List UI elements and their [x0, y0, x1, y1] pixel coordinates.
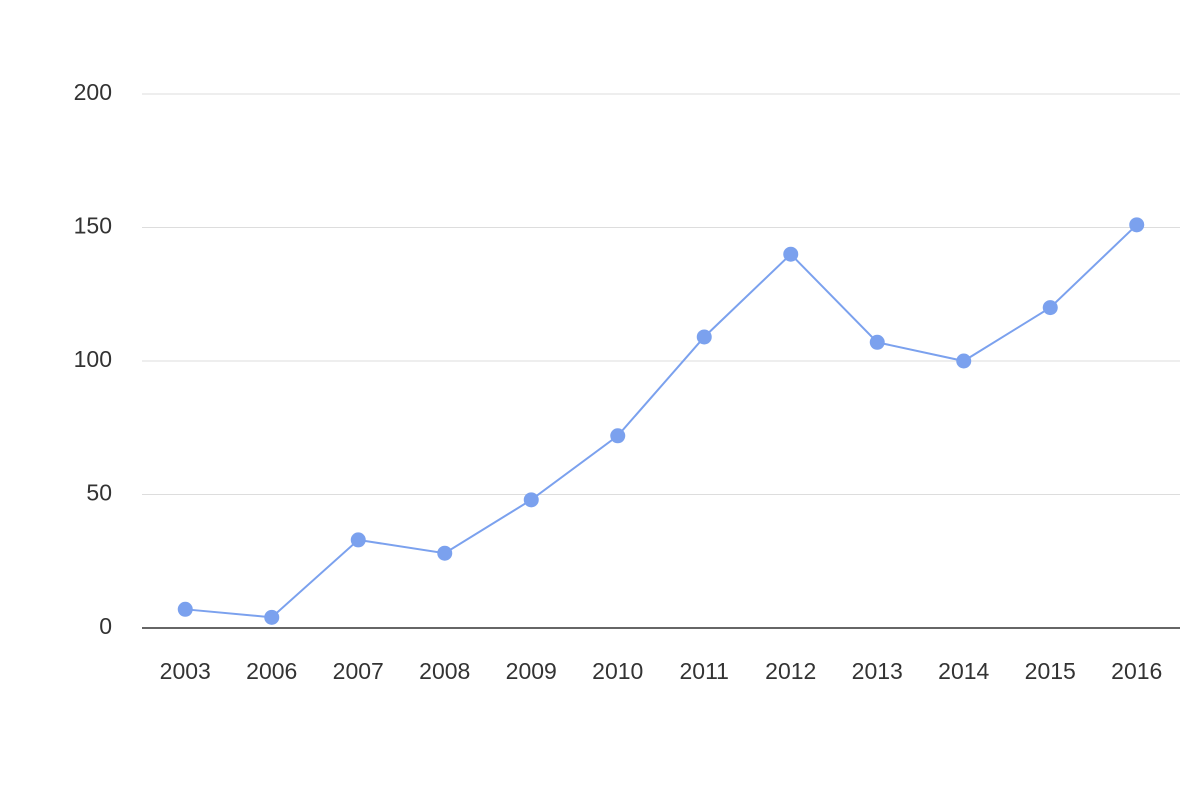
- x-tick-label: 2012: [765, 658, 816, 684]
- data-point: [350, 532, 366, 548]
- x-tick-label: 2010: [592, 658, 643, 684]
- data-point: [1042, 300, 1058, 316]
- y-tick-label: 100: [74, 346, 112, 372]
- data-point: [956, 353, 972, 369]
- y-tick-label: 150: [74, 213, 112, 239]
- data-point: [264, 609, 280, 625]
- y-tick-label: 50: [86, 480, 112, 506]
- x-tick-label: 2006: [246, 658, 297, 684]
- data-point: [177, 601, 193, 617]
- data-point: [437, 545, 453, 561]
- data-point: [869, 334, 885, 350]
- x-tick-label: 2007: [333, 658, 384, 684]
- x-tick-label: 2011: [680, 658, 729, 684]
- x-tick-label: 2013: [852, 658, 903, 684]
- y-tick-label: 200: [74, 79, 112, 105]
- series-line: [185, 224, 1138, 619]
- data-point: [783, 246, 799, 262]
- x-tick-label: 2009: [506, 658, 557, 684]
- y-tick-label: 0: [99, 613, 112, 639]
- data-point: [696, 329, 712, 345]
- x-tick-label: 2015: [1025, 658, 1076, 684]
- data-point: [523, 492, 539, 508]
- x-tick-label: 2016: [1111, 658, 1162, 684]
- x-tick-label: 2014: [938, 658, 989, 684]
- x-tick-label: 2008: [419, 658, 470, 684]
- x-tick-label: 2003: [160, 658, 211, 684]
- data-point: [1129, 217, 1145, 233]
- data-point: [610, 428, 626, 444]
